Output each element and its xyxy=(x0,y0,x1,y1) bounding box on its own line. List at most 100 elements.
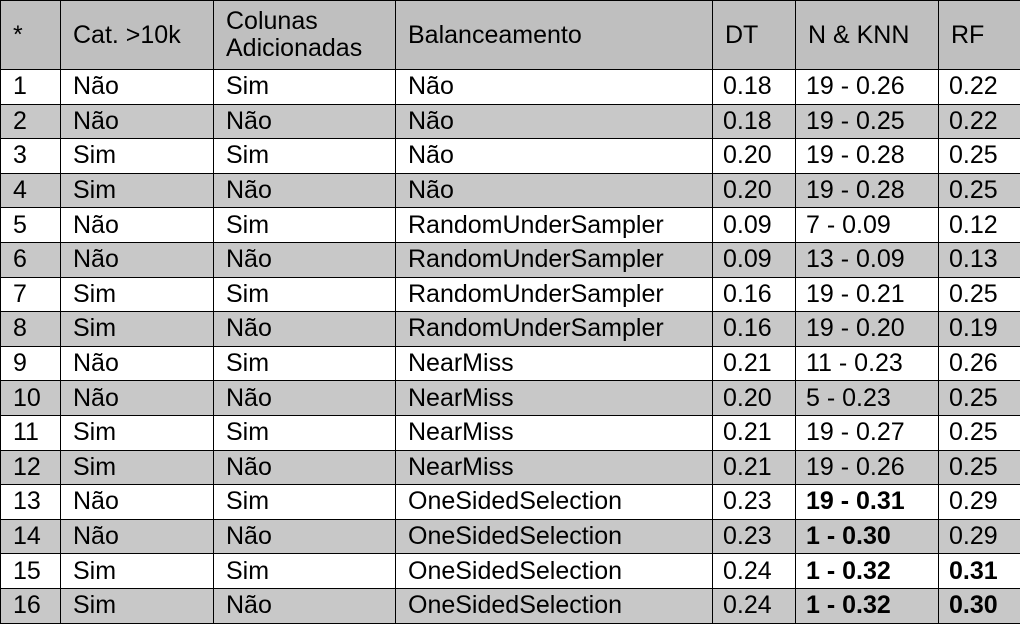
cat-10k-cell: Sim xyxy=(61,139,214,174)
colunas-adicionadas-cell: Não xyxy=(214,173,396,208)
n-knn-cell: 1 - 0.32 xyxy=(796,554,939,589)
cat-10k-cell: Sim xyxy=(61,415,214,450)
n-knn-cell: 19 - 0.28 xyxy=(796,173,939,208)
row-index-cell: 15 xyxy=(1,554,61,589)
cat-10k-cell: Não xyxy=(61,208,214,243)
rf-cell: 0.25 xyxy=(939,139,1020,174)
colunas-adicionadas-cell: Sim xyxy=(214,70,396,105)
header-balanceamento: Balanceamento xyxy=(396,1,713,70)
n-knn-cell: 1 - 0.32 xyxy=(796,588,939,623)
rf-cell: 0.25 xyxy=(939,381,1020,416)
n-knn-cell: 5 - 0.23 xyxy=(796,381,939,416)
balanceamento-cell: NearMiss xyxy=(396,346,713,381)
dt-cell: 0.23 xyxy=(713,519,796,554)
balanceamento-cell: RandomUnderSampler xyxy=(396,208,713,243)
dt-cell: 0.18 xyxy=(713,104,796,139)
row-index-cell: 1 xyxy=(1,70,61,105)
rf-cell: 0.22 xyxy=(939,104,1020,139)
balanceamento-cell: RandomUnderSampler xyxy=(396,242,713,277)
rf-cell: 0.19 xyxy=(939,312,1020,347)
balanceamento-cell: NearMiss xyxy=(396,450,713,485)
rf-cell: 0.12 xyxy=(939,208,1020,243)
colunas-adicionadas-cell: Não xyxy=(214,312,396,347)
n-knn-cell: 19 - 0.26 xyxy=(796,70,939,105)
colunas-adicionadas-cell: Não xyxy=(214,588,396,623)
cat-10k-cell: Não xyxy=(61,104,214,139)
rf-cell: 0.30 xyxy=(939,588,1020,623)
rf-cell: 0.25 xyxy=(939,415,1020,450)
rf-cell: 0.25 xyxy=(939,450,1020,485)
row-index-cell: 4 xyxy=(1,173,61,208)
colunas-adicionadas-cell: Sim xyxy=(214,346,396,381)
n-knn-cell: 7 - 0.09 xyxy=(796,208,939,243)
row-index-cell: 16 xyxy=(1,588,61,623)
cat-10k-cell: Sim xyxy=(61,312,214,347)
row-index-cell: 5 xyxy=(1,208,61,243)
dt-cell: 0.24 xyxy=(713,588,796,623)
cat-10k-cell: Não xyxy=(61,70,214,105)
row-index-cell: 2 xyxy=(1,104,61,139)
row-index-cell: 8 xyxy=(1,312,61,347)
row-index-cell: 3 xyxy=(1,139,61,174)
dt-cell: 0.21 xyxy=(713,415,796,450)
colunas-adicionadas-cell: Não xyxy=(214,242,396,277)
row-index-cell: 6 xyxy=(1,242,61,277)
cat-10k-cell: Sim xyxy=(61,173,214,208)
n-knn-cell: 19 - 0.26 xyxy=(796,450,939,485)
header-dt: DT xyxy=(713,1,796,70)
n-knn-cell: 19 - 0.27 xyxy=(796,415,939,450)
row-index-cell: 11 xyxy=(1,415,61,450)
dt-cell: 0.21 xyxy=(713,450,796,485)
n-knn-cell: 19 - 0.20 xyxy=(796,312,939,347)
balanceamento-cell: RandomUnderSampler xyxy=(396,312,713,347)
balanceamento-cell: OneSidedSelection xyxy=(396,485,713,520)
dt-cell: 0.16 xyxy=(713,277,796,312)
header-cat-10k: Cat. >10k xyxy=(61,1,214,70)
dt-cell: 0.20 xyxy=(713,173,796,208)
cat-10k-cell: Não xyxy=(61,381,214,416)
n-knn-cell: 19 - 0.28 xyxy=(796,139,939,174)
dt-cell: 0.09 xyxy=(713,208,796,243)
rf-cell: 0.25 xyxy=(939,173,1020,208)
balanceamento-cell: NearMiss xyxy=(396,415,713,450)
n-knn-cell: 11 - 0.23 xyxy=(796,346,939,381)
colunas-adicionadas-cell: Sim xyxy=(214,277,396,312)
row-index-cell: 14 xyxy=(1,519,61,554)
colunas-adicionadas-cell: Não xyxy=(214,381,396,416)
n-knn-cell: 19 - 0.25 xyxy=(796,104,939,139)
balanceamento-cell: OneSidedSelection xyxy=(396,554,713,589)
dt-cell: 0.18 xyxy=(713,70,796,105)
dt-cell: 0.23 xyxy=(713,485,796,520)
row-index-cell: 13 xyxy=(1,485,61,520)
dt-cell: 0.21 xyxy=(713,346,796,381)
n-knn-cell: 13 - 0.09 xyxy=(796,242,939,277)
header-row: * Cat. >10k Colunas Adicionadas Balancea… xyxy=(1,1,1020,70)
colunas-adicionadas-cell: Sim xyxy=(214,208,396,243)
cat-10k-cell: Não xyxy=(61,242,214,277)
header-index: * xyxy=(1,1,61,70)
balanceamento-cell: Não xyxy=(396,70,713,105)
rf-cell: 0.29 xyxy=(939,519,1020,554)
dt-cell: 0.16 xyxy=(713,312,796,347)
colunas-adicionadas-cell: Não xyxy=(214,519,396,554)
row-index-cell: 7 xyxy=(1,277,61,312)
cat-10k-cell: Não xyxy=(61,485,214,520)
rf-cell: 0.31 xyxy=(939,554,1020,589)
colunas-adicionadas-cell: Sim xyxy=(214,415,396,450)
row-index-cell: 9 xyxy=(1,346,61,381)
cat-10k-cell: Sim xyxy=(61,277,214,312)
balanceamento-cell: Não xyxy=(396,104,713,139)
cat-10k-cell: Não xyxy=(61,346,214,381)
balanceamento-cell: OneSidedSelection xyxy=(396,519,713,554)
cat-10k-cell: Não xyxy=(61,519,214,554)
balanceamento-cell: Não xyxy=(396,139,713,174)
cat-10k-cell: Sim xyxy=(61,588,214,623)
colunas-adicionadas-cell: Não xyxy=(214,450,396,485)
n-knn-cell: 19 - 0.21 xyxy=(796,277,939,312)
